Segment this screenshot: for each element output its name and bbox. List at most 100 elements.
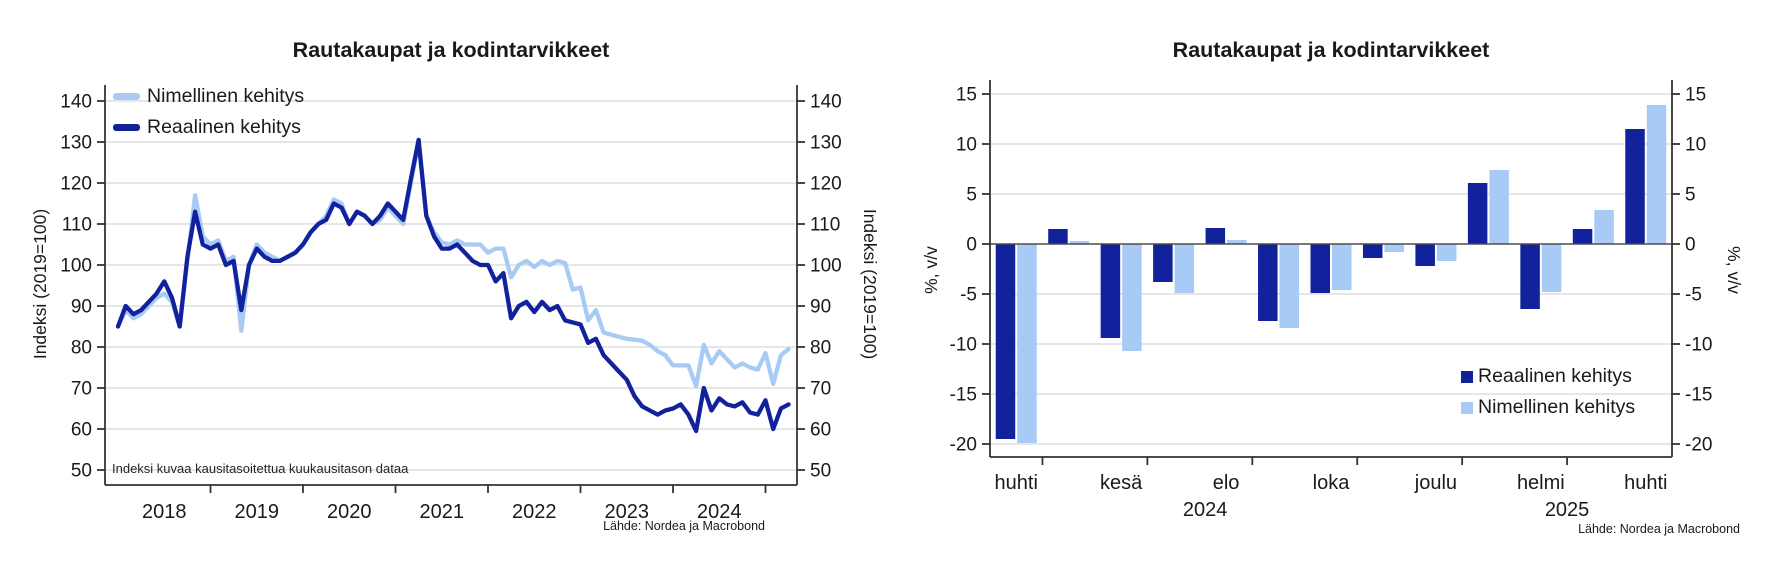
bar-real	[1310, 244, 1330, 293]
nominal-bar-swatch	[1461, 401, 1473, 414]
y-tick-label: 0	[1685, 235, 1696, 256]
line-chart-ylabel-right: Indeksi (2019=100)	[860, 208, 880, 360]
nominal-series-line	[115, 139, 791, 389]
year-label: 2025	[1545, 499, 1590, 521]
y-tick-label: 50	[71, 461, 92, 482]
y-tick-label: 5	[966, 185, 977, 206]
bar-real	[1415, 244, 1435, 266]
line-chart-source: Lähde: Nordea ja Macrobond	[603, 519, 765, 533]
line-chart-legend: Nimellinen kehitys Reaalinen kehitys	[113, 81, 304, 143]
y-tick-label: 90	[71, 297, 92, 318]
legend-item-nominal: Nimellinen kehitys	[1461, 392, 1635, 423]
bar-real	[1572, 229, 1593, 244]
y-tick-label: -20	[1685, 435, 1712, 456]
x-tick-label: 2021	[420, 501, 465, 523]
y-tick-label: 130	[810, 133, 842, 154]
y-tick-label: 50	[810, 461, 831, 482]
x-tick-label: huhti	[995, 472, 1038, 494]
y-tick-label: 5	[1685, 185, 1696, 206]
x-tick-label: 2022	[512, 501, 557, 523]
y-tick-label: 120	[60, 174, 92, 195]
bar-real	[1205, 228, 1226, 244]
y-tick-label: -5	[960, 285, 977, 306]
bar-nominal	[1436, 244, 1457, 261]
y-tick-label: -20	[950, 435, 977, 456]
y-tick-label: 100	[60, 256, 92, 277]
bar-nominal	[1332, 244, 1352, 290]
x-tick-label: huhti	[1624, 472, 1667, 494]
y-tick-label: 70	[810, 379, 831, 400]
bar-real	[1467, 183, 1488, 244]
year-label: 2024	[1183, 499, 1228, 521]
y-tick-label: -15	[1685, 385, 1712, 406]
real-bar-swatch	[1461, 370, 1473, 383]
line-chart-footnote: Indeksi kuvaa kausitasoitettua kuukausit…	[112, 461, 409, 476]
x-tick-label: loka	[1313, 472, 1351, 494]
bar-real	[1100, 244, 1121, 338]
y-tick-label: 130	[60, 133, 92, 154]
legend-item-nominal: Nimellinen kehitys	[113, 81, 304, 112]
y-tick-label: -10	[1685, 335, 1712, 356]
bar-nominal	[1489, 170, 1509, 244]
y-tick-label: 60	[810, 420, 831, 441]
y-tick-label: 10	[956, 135, 977, 156]
y-tick-label: 110	[62, 215, 92, 236]
bar-chart-title: Rautakaupat ja kodintarvikkeet	[1172, 38, 1490, 62]
bar-nominal	[1594, 210, 1614, 244]
bar-nominal	[1122, 244, 1142, 351]
bar-nominal	[1646, 105, 1667, 244]
y-tick-label: 140	[810, 92, 842, 113]
bar-chart-legend: Reaalinen kehitys Nimellinen kehitys	[1461, 361, 1635, 423]
bar-nominal	[1384, 244, 1404, 252]
bar-real	[1153, 244, 1173, 282]
bar-nominal	[1017, 244, 1037, 443]
real-line-swatch	[113, 124, 140, 131]
legend-label-real: Reaalinen kehitys	[147, 116, 301, 138]
bar-nominal	[1227, 240, 1247, 244]
y-tick-label: 120	[810, 174, 842, 195]
x-tick-label: 2023	[605, 501, 650, 523]
y-tick-label: 10	[1685, 135, 1706, 156]
nominal-line-swatch	[113, 93, 140, 100]
y-tick-label: -15	[950, 385, 977, 406]
y-tick-label: 80	[810, 338, 831, 359]
bar-real	[995, 244, 1016, 439]
y-tick-label: 0	[966, 235, 977, 256]
legend-label-nominal: Nimellinen kehitys	[1478, 396, 1636, 418]
x-tick-label: elo	[1213, 472, 1240, 494]
x-tick-label: 2018	[142, 501, 187, 523]
y-tick-label: 90	[810, 297, 831, 318]
bar-chart-ylabel-right: %, v/v	[1724, 246, 1744, 294]
bar-real	[1048, 229, 1068, 244]
x-tick-label: 2020	[327, 501, 372, 523]
y-tick-label: -10	[950, 335, 977, 356]
y-tick-label: 140	[60, 92, 92, 113]
x-tick-label: kesä	[1100, 472, 1143, 494]
real-series-line	[115, 137, 791, 434]
line-chart-ylabel-left: Indeksi (2019=100)	[30, 208, 50, 360]
bar-real	[1625, 129, 1645, 244]
x-tick-label: joulu	[1414, 472, 1457, 494]
bar-chart-source: Lähde: Nordea ja Macrobond	[1578, 522, 1740, 536]
bar-nominal	[1279, 244, 1300, 328]
bar-chart-ylabel-left: %, v/v	[921, 246, 941, 294]
bar-nominal	[1541, 244, 1562, 292]
legend-label-real: Reaalinen kehitys	[1478, 365, 1632, 387]
line-chart-title: Rautakaupat ja kodintarvikkeet	[292, 38, 610, 62]
x-tick-label: helmi	[1517, 472, 1565, 494]
x-tick-label: 2024	[697, 501, 742, 523]
bar-real	[1362, 244, 1383, 258]
y-tick-label: 15	[1685, 85, 1706, 106]
legend-item-real: Reaalinen kehitys	[1461, 361, 1635, 392]
bar-real	[1520, 244, 1540, 309]
y-tick-label: 60	[71, 420, 92, 441]
y-tick-label: 15	[956, 85, 977, 106]
y-tick-label: 80	[71, 338, 92, 359]
y-tick-label: 70	[71, 379, 92, 400]
legend-label-nominal: Nimellinen kehitys	[147, 85, 305, 107]
y-tick-label: -5	[1685, 285, 1702, 306]
bar-nominal	[1174, 244, 1195, 293]
y-tick-label: 100	[810, 256, 842, 277]
